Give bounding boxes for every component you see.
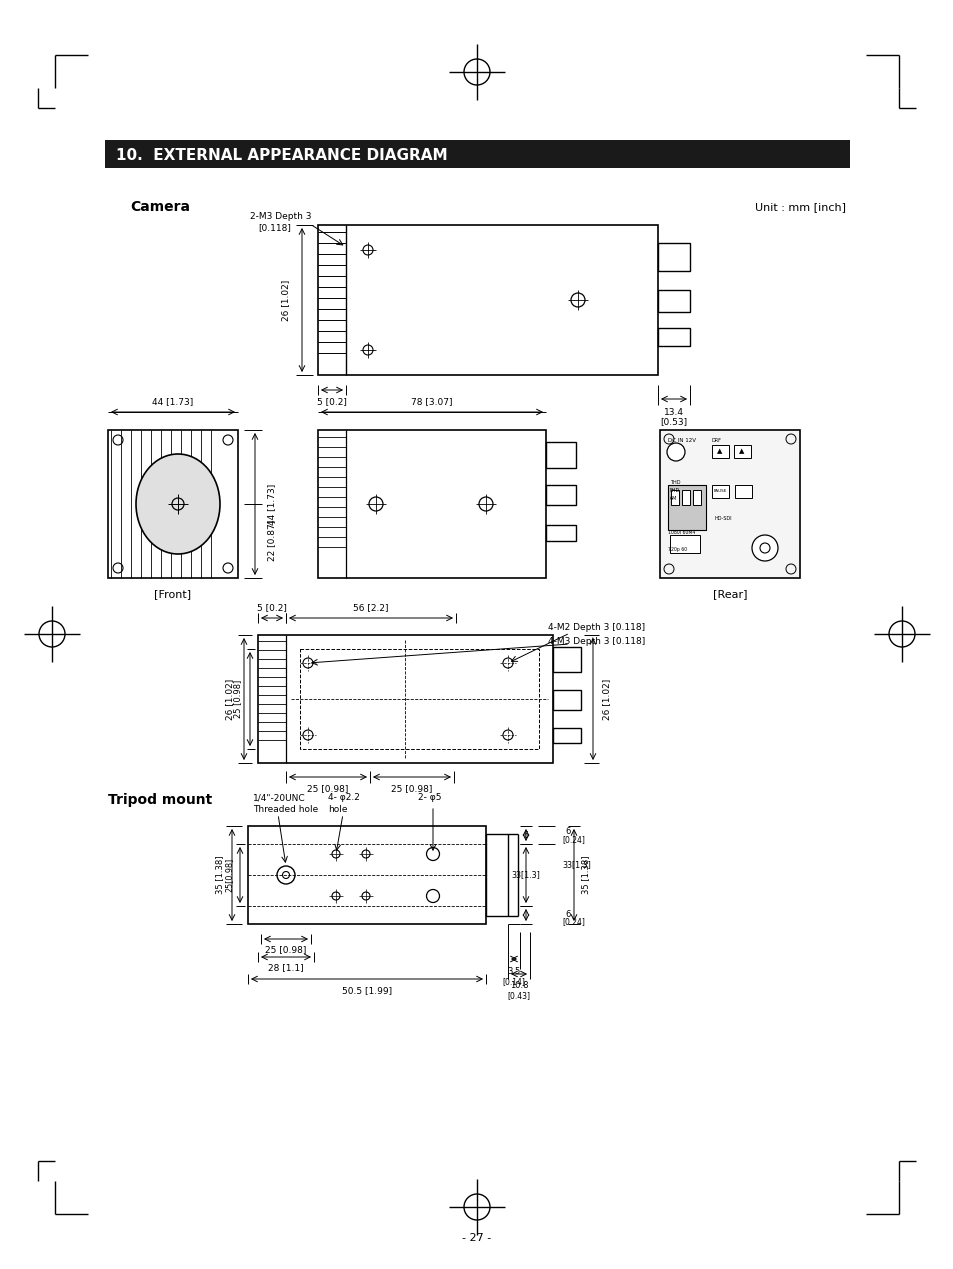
Text: [0.43]: [0.43] <box>507 991 530 1000</box>
Text: 4-M3 Depth 3 [0.118]: 4-M3 Depth 3 [0.118] <box>547 637 644 646</box>
Text: 1/4"-20UNC: 1/4"-20UNC <box>253 793 305 802</box>
Text: [Front]: [Front] <box>154 589 192 599</box>
Text: HD-SDI: HD-SDI <box>714 515 732 520</box>
Text: DRF: DRF <box>711 439 721 443</box>
Bar <box>733 445 750 458</box>
Bar <box>658 327 689 346</box>
Text: 1080i 60M4: 1080i 60M4 <box>667 529 695 534</box>
Text: [0.24]: [0.24] <box>561 835 584 844</box>
Text: ▲: ▲ <box>739 448 744 454</box>
Text: 2-M3 Depth 3: 2-M3 Depth 3 <box>250 212 312 221</box>
Text: 44 [1.73]: 44 [1.73] <box>267 483 276 524</box>
Text: 50.5 [1.99]: 50.5 [1.99] <box>341 986 392 995</box>
Text: 6: 6 <box>523 830 528 840</box>
Bar <box>545 485 576 505</box>
Bar <box>681 490 689 505</box>
Text: 78 [3.07]: 78 [3.07] <box>411 397 453 406</box>
Text: 33[1.3]: 33[1.3] <box>561 860 590 869</box>
Text: 35 [1.38]: 35 [1.38] <box>581 855 590 895</box>
Bar <box>553 647 580 673</box>
Circle shape <box>751 536 778 561</box>
Text: 6M: 6M <box>669 495 677 500</box>
Bar <box>257 634 553 763</box>
Bar <box>108 430 237 577</box>
Bar <box>485 834 507 916</box>
Text: 35 [1.38]: 35 [1.38] <box>215 855 224 895</box>
Text: 28 [1.1]: 28 [1.1] <box>268 963 303 972</box>
Text: 22 [0.87]: 22 [0.87] <box>267 519 276 561</box>
Text: 26 [1.02]: 26 [1.02] <box>602 679 611 720</box>
Bar <box>545 525 576 541</box>
Bar <box>659 430 800 577</box>
Text: [0.53]: [0.53] <box>659 418 687 426</box>
Text: 2- φ5: 2- φ5 <box>417 793 441 802</box>
Bar <box>670 490 679 505</box>
Text: 25 [0.98]: 25 [0.98] <box>307 784 349 793</box>
Text: 6: 6 <box>564 910 570 920</box>
Bar <box>299 648 538 749</box>
Text: 13.4: 13.4 <box>663 407 683 416</box>
Text: 56 [2.2]: 56 [2.2] <box>353 604 388 613</box>
Text: [0.118]: [0.118] <box>257 223 291 232</box>
Text: 10.  EXTERNAL APPEARANCE DIAGRAM: 10. EXTERNAL APPEARANCE DIAGRAM <box>116 147 447 162</box>
Text: PAUSE: PAUSE <box>713 489 726 492</box>
Text: 4- φ2.2: 4- φ2.2 <box>328 793 359 802</box>
Text: 10.8: 10.8 <box>509 981 528 991</box>
Text: 6: 6 <box>564 826 570 835</box>
Bar <box>553 690 580 709</box>
Text: Tripod mount: Tripod mount <box>108 793 212 807</box>
Bar <box>711 445 728 458</box>
Bar <box>317 430 545 577</box>
Bar <box>105 140 849 168</box>
Bar <box>317 225 658 376</box>
Text: 720p 60: 720p 60 <box>667 547 686 552</box>
Text: 44 [1.73]: 44 [1.73] <box>152 397 193 406</box>
Text: 26 [1.02]: 26 [1.02] <box>225 679 234 720</box>
Bar <box>667 485 705 530</box>
Text: Threaded hole: Threaded hole <box>253 805 318 813</box>
Text: [Rear]: [Rear] <box>712 589 746 599</box>
Bar <box>658 242 689 272</box>
Text: 5 [0.2]: 5 [0.2] <box>316 397 347 406</box>
Text: 25 [0.98]: 25 [0.98] <box>233 680 242 718</box>
Text: 4-M2 Depth 3 [0.118]: 4-M2 Depth 3 [0.118] <box>547 623 644 632</box>
Text: 5 [0.2]: 5 [0.2] <box>256 604 287 613</box>
Bar <box>248 826 485 924</box>
Text: FHD: FHD <box>669 487 679 492</box>
Text: [0.14]: [0.14] <box>502 977 525 986</box>
Text: 25[0.98]: 25[0.98] <box>224 858 233 892</box>
Text: 26 [1.02]: 26 [1.02] <box>281 279 291 321</box>
Bar <box>545 442 576 468</box>
Bar <box>553 728 580 744</box>
Bar <box>734 485 751 497</box>
Text: THD: THD <box>669 480 679 485</box>
Text: Unit : mm [inch]: Unit : mm [inch] <box>754 202 845 212</box>
Circle shape <box>666 443 684 461</box>
Text: 3.5: 3.5 <box>507 967 520 977</box>
Text: - 27 -: - 27 - <box>462 1233 491 1244</box>
Bar <box>658 291 689 312</box>
Bar <box>669 536 700 553</box>
Text: 33[1.3]: 33[1.3] <box>511 871 539 879</box>
Text: Camera: Camera <box>130 201 190 214</box>
Text: 25 [0.98]: 25 [0.98] <box>265 945 306 954</box>
Bar <box>711 485 728 497</box>
Text: DC IN 12V: DC IN 12V <box>667 438 696 443</box>
Text: ▲: ▲ <box>717 448 722 454</box>
Text: hole: hole <box>328 805 347 813</box>
Text: 25 [0.98]: 25 [0.98] <box>391 784 433 793</box>
Bar <box>692 490 700 505</box>
Ellipse shape <box>136 454 220 555</box>
Text: [0.24]: [0.24] <box>561 917 584 926</box>
